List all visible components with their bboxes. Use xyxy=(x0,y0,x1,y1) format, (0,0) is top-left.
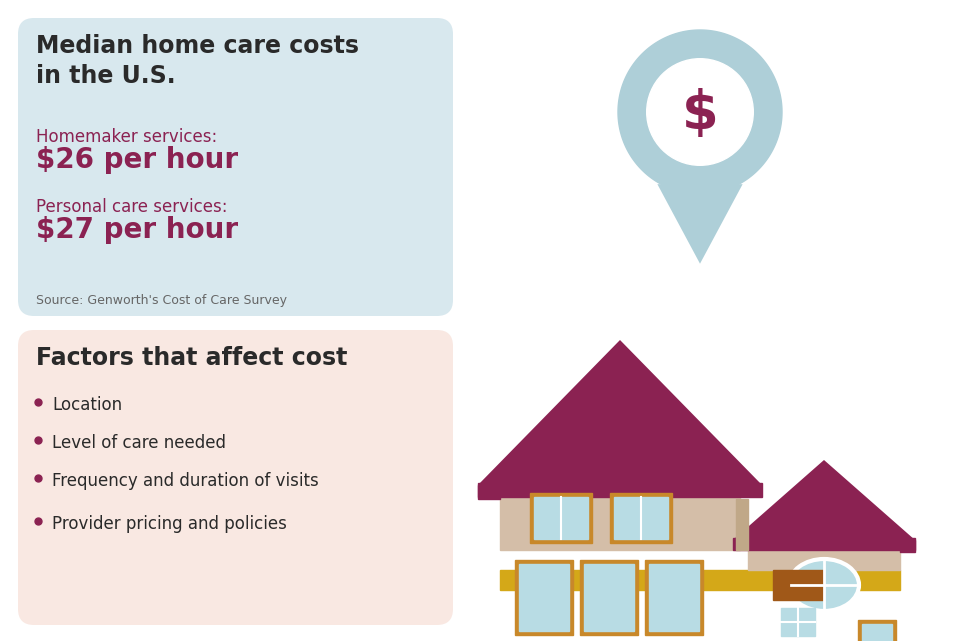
Bar xyxy=(478,485,500,499)
Text: $: $ xyxy=(681,88,719,140)
Polygon shape xyxy=(733,460,915,540)
Text: Frequency and duration of visits: Frequency and duration of visits xyxy=(52,472,319,490)
Text: Provider pricing and policies: Provider pricing and policies xyxy=(52,515,287,533)
Bar xyxy=(649,564,699,631)
Bar xyxy=(614,497,668,539)
Polygon shape xyxy=(618,30,782,194)
Bar xyxy=(862,624,892,641)
Bar xyxy=(500,570,900,590)
Bar xyxy=(748,540,900,570)
Bar xyxy=(610,493,672,543)
FancyBboxPatch shape xyxy=(18,18,453,316)
Bar xyxy=(515,560,573,635)
Text: Homemaker services:: Homemaker services: xyxy=(36,128,217,146)
FancyBboxPatch shape xyxy=(18,330,453,625)
Bar xyxy=(900,540,915,552)
Bar xyxy=(534,497,588,539)
Bar xyxy=(773,570,823,600)
Polygon shape xyxy=(657,184,743,263)
Text: Median home care costs
in the U.S.: Median home care costs in the U.S. xyxy=(36,34,359,88)
Text: Source: Genworth's Cost of Care Survey: Source: Genworth's Cost of Care Survey xyxy=(36,294,287,307)
Bar xyxy=(858,620,896,641)
Text: Personal care services:: Personal care services: xyxy=(36,198,228,216)
Bar xyxy=(645,560,703,635)
Bar xyxy=(580,560,638,635)
Text: Level of care needed: Level of care needed xyxy=(52,434,226,452)
Bar xyxy=(781,608,815,636)
Text: $27 per hour: $27 per hour xyxy=(36,216,238,244)
Bar xyxy=(733,538,915,550)
Bar xyxy=(736,499,748,550)
Text: Factors that affect cost: Factors that affect cost xyxy=(36,346,347,370)
Ellipse shape xyxy=(789,559,859,611)
Bar xyxy=(500,485,740,550)
Bar xyxy=(584,564,634,631)
Text: $26 per hour: $26 per hour xyxy=(36,146,238,174)
Circle shape xyxy=(647,59,753,165)
Bar xyxy=(530,493,592,543)
Text: Location: Location xyxy=(52,396,122,414)
Bar xyxy=(519,564,569,631)
Bar xyxy=(478,483,762,497)
Polygon shape xyxy=(478,340,762,485)
